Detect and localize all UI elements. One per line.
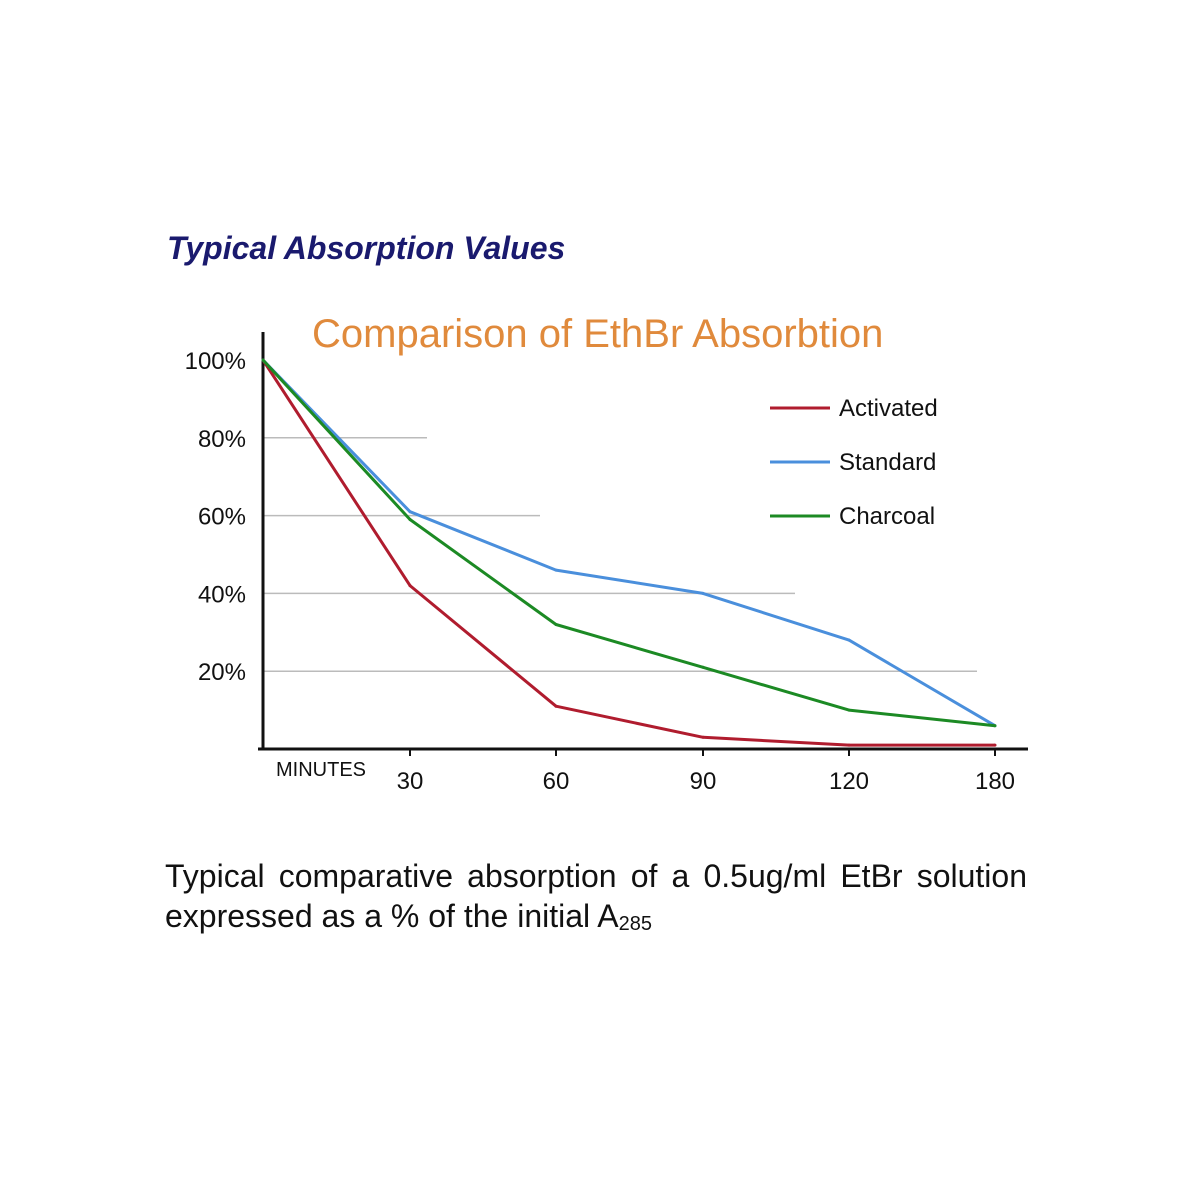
- legend-item-charcoal: Charcoal: [770, 503, 935, 530]
- data-point-standard: [408, 510, 412, 514]
- page-heading: Typical Absorption Values: [167, 230, 566, 266]
- data-point-charcoal: [847, 708, 851, 712]
- y-tick-label: 80%: [198, 426, 246, 453]
- legend-item-standard: Standard: [770, 449, 936, 476]
- y-tick-label: 40%: [198, 581, 246, 608]
- data-point-activated: [993, 743, 997, 747]
- legend-label: Standard: [839, 449, 936, 476]
- data-point-activated: [847, 743, 851, 747]
- data-point-activated: [408, 584, 412, 588]
- series-line-charcoal: [261, 358, 996, 728]
- x-tick-label: 120: [829, 768, 869, 795]
- data-point-charcoal: [993, 724, 997, 728]
- x-tick-label: 90: [690, 768, 717, 795]
- absorption-line-chart: Comparison of EthBr Absorbtion 20% 40% 60%…: [185, 312, 1028, 795]
- x-tick-label: 60: [543, 768, 570, 795]
- caption-subscript: 285: [618, 913, 652, 935]
- y-tick-label: 100%: [185, 348, 246, 375]
- data-point-charcoal: [261, 358, 265, 362]
- figure-caption: Typical comparative absorption of a 0.5u…: [165, 856, 1027, 936]
- legend-label: Charcoal: [839, 503, 935, 530]
- data-point-charcoal: [408, 518, 412, 521]
- legend-item-activated: Activated: [770, 395, 938, 422]
- data-point-activated: [554, 704, 558, 708]
- data-point-standard: [847, 638, 851, 642]
- legend-label: Activated: [839, 395, 938, 422]
- x-axis-label: MINUTES: [276, 759, 366, 781]
- data-point-charcoal: [701, 665, 705, 669]
- x-tick-label: 180: [975, 768, 1015, 795]
- data-point-charcoal: [554, 623, 558, 626]
- caption-text: Typical comparative absorption of a 0.5u…: [165, 858, 1027, 934]
- data-point-standard: [554, 568, 558, 572]
- y-tick-label: 60%: [198, 504, 246, 531]
- series-charcoal: [261, 358, 997, 728]
- x-tick-label: 30: [397, 768, 424, 795]
- data-point-activated: [701, 735, 705, 739]
- series-line-standard: [261, 358, 996, 727]
- series-line-activated: [261, 359, 995, 747]
- chart-title: Comparison of EthBr Absorbtion: [312, 312, 883, 356]
- y-tick-label: 20%: [198, 659, 246, 686]
- data-point-standard: [701, 591, 705, 595]
